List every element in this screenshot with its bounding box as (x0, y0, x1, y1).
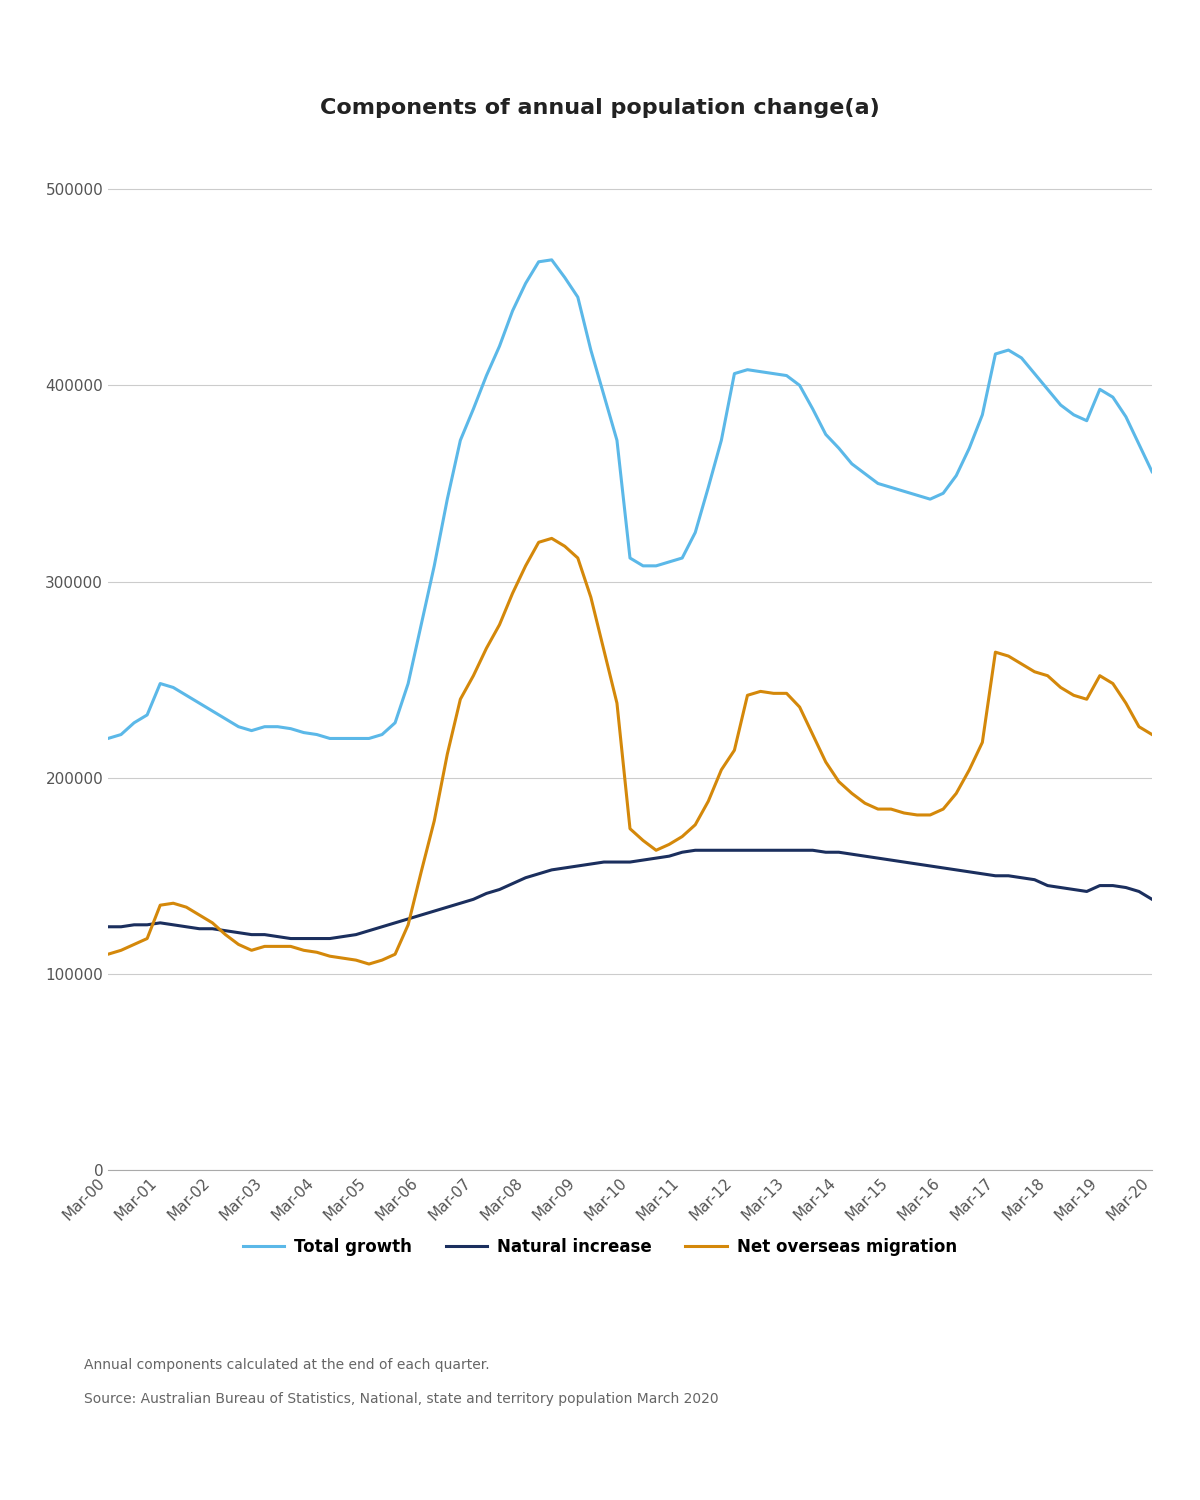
Natural increase (701, 842, 715, 860)
Legend: Total growth, Natural increase, Net overseas migration: Total growth, Natural increase, Net over… (236, 1232, 964, 1262)
Total growth (883, 478, 898, 496)
Natural increase (976, 865, 990, 883)
Natural increase (1145, 891, 1159, 909)
Text: Source: Australian Bureau of Statistics, National, state and territory populatio: Source: Australian Bureau of Statistics,… (84, 1392, 719, 1406)
Net overseas migration (780, 684, 794, 702)
Net overseas migration (1027, 663, 1042, 681)
Net overseas migration (101, 945, 115, 963)
Natural increase (1027, 870, 1042, 888)
Text: Components of annual population change(a): Components of annual population change(a… (320, 98, 880, 117)
Total growth (962, 440, 977, 458)
Total growth (1145, 462, 1159, 480)
Natural increase (780, 842, 794, 860)
Natural increase (283, 930, 298, 948)
Total growth (1054, 396, 1068, 414)
Natural increase (896, 853, 911, 871)
Line: Natural increase: Natural increase (108, 850, 1152, 939)
Total growth (545, 251, 559, 268)
Total growth (767, 364, 781, 382)
Total growth (688, 524, 702, 542)
Total growth (101, 729, 115, 747)
Net overseas migration (545, 530, 559, 548)
Net overseas migration (362, 956, 377, 974)
Net overseas migration (976, 734, 990, 752)
Net overseas migration (1145, 726, 1159, 744)
Total growth (1014, 350, 1028, 368)
Line: Total growth: Total growth (108, 260, 1152, 738)
Natural increase (1067, 880, 1081, 898)
Net overseas migration (896, 804, 911, 822)
Net overseas migration (1067, 687, 1081, 705)
Line: Net overseas migration: Net overseas migration (108, 538, 1152, 964)
Natural increase (101, 918, 115, 936)
Natural increase (688, 842, 702, 860)
Net overseas migration (701, 792, 715, 810)
Text: Annual components calculated at the end of each quarter.: Annual components calculated at the end … (84, 1358, 490, 1371)
